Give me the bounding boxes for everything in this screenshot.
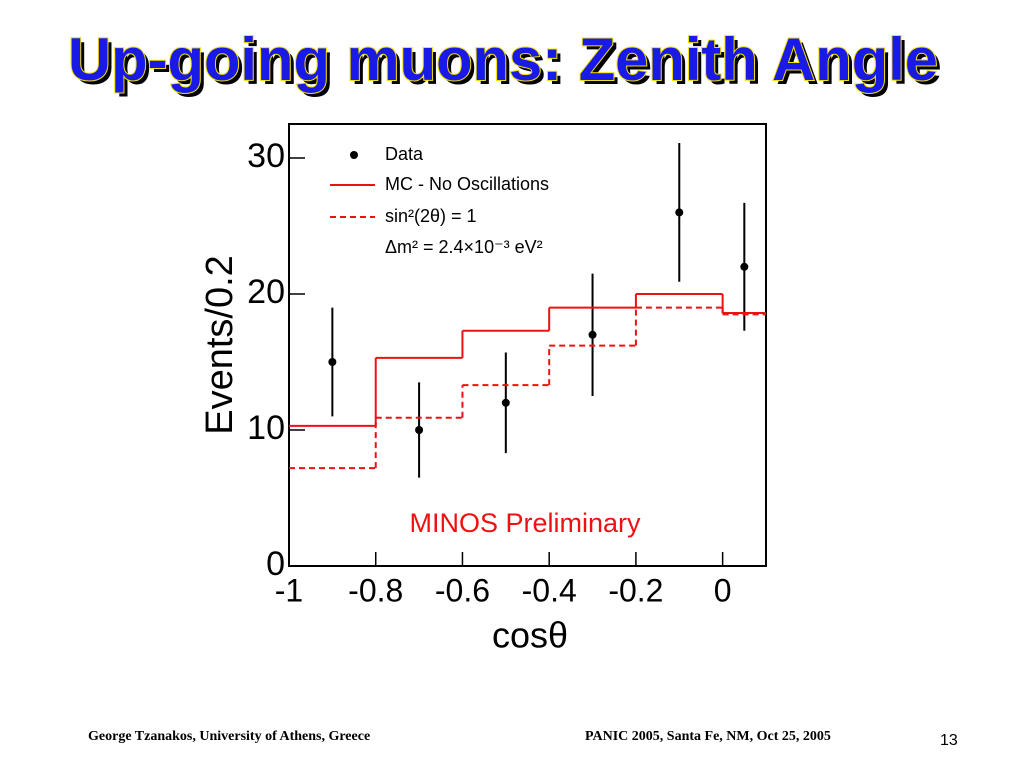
y-tick-label: 10 <box>247 409 285 447</box>
data-point <box>740 262 749 271</box>
x-tick-label: -0.2 <box>608 572 663 608</box>
legend-label: Data <box>385 144 424 164</box>
x-axis-label: cosθ <box>492 615 568 656</box>
x-tick-label: -1 <box>275 572 303 608</box>
y-tick-label: 20 <box>247 273 285 311</box>
data-point <box>415 426 424 434</box>
data-point <box>501 398 510 407</box>
x-tick-label: 0 <box>714 572 732 608</box>
legend-note: Δm² = 2.4×10⁻³ eV² <box>385 237 543 257</box>
x-tick-label: -0.8 <box>348 572 403 608</box>
footer-center: PANIC 2005, Santa Fe, NM, Oct 25, 2005 <box>585 729 831 744</box>
page-number: 13 <box>940 732 958 749</box>
title-shadow: Up-going muons: Zenith Angle <box>72 30 942 97</box>
x-tick-label: -0.6 <box>435 572 490 608</box>
y-axis-label: Events/0.2 <box>199 255 241 435</box>
legend-marker <box>350 151 358 159</box>
data-point <box>328 358 337 366</box>
slide-title: Up-going muons: Zenith Angle <box>68 26 938 93</box>
footer-left: George Tzanakos, University of Athens, G… <box>88 729 370 744</box>
y-tick-label: 0 <box>266 545 285 583</box>
annotation: MINOS Preliminary <box>409 508 641 538</box>
y-tick-label: 30 <box>247 137 285 175</box>
data-point <box>588 330 597 339</box>
plot-frame <box>288 123 767 567</box>
data-point <box>675 208 684 217</box>
legend-label: MC - No Oscillations <box>385 174 549 194</box>
legend-label: sin²(2θ) = 1 <box>385 206 477 226</box>
x-tick-label: -0.4 <box>522 572 577 608</box>
